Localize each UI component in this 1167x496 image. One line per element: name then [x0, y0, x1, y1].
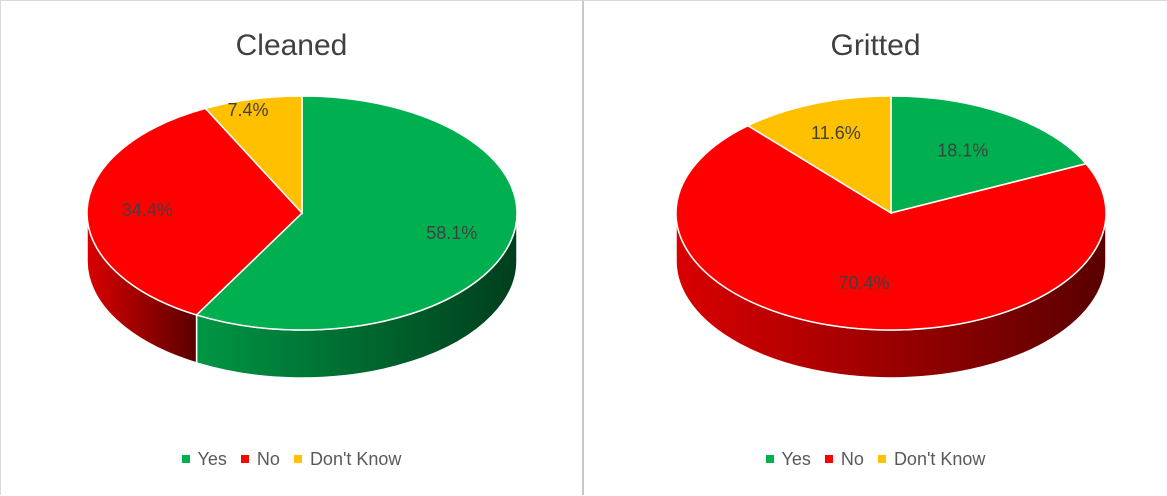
legend-swatch: [181, 455, 190, 463]
legend-swatch: [293, 455, 302, 463]
chart-panel-cleaned: Cleaned 58.1% 34.4% 7.4% Yes No Don't Know: [0, 0, 582, 495]
chart-title: Cleaned: [235, 29, 348, 62]
legend-label: Yes: [781, 448, 811, 469]
legend-label: Don't Know: [893, 448, 986, 469]
legend-label: Yes: [197, 448, 227, 469]
pie-chart-gritted: 18.1% 70.4% 11.6%: [675, 95, 1107, 379]
legend-item-don-t-know: Don't Know: [293, 448, 402, 470]
chart-panel-gritted: Gritted 18.1% 70.4% 11.6% Yes No Don't Know: [582, 0, 1167, 495]
legend-label: Don't Know: [309, 448, 402, 469]
legend-swatch: [877, 455, 886, 463]
legend-item-don-t-know: Don't Know: [877, 448, 986, 470]
legend-item-yes: Yes: [181, 448, 227, 470]
pie-chart-cleaned: 58.1% 34.4% 7.4%: [86, 95, 518, 379]
legend-item-no: No: [824, 448, 864, 470]
legend-swatch: [240, 455, 249, 463]
pie-slice-no: [675, 124, 1107, 331]
chart-legend: Yes No Don't Know: [1, 447, 582, 470]
chart-title: Gritted: [830, 29, 921, 62]
legend-item-yes: Yes: [765, 448, 811, 470]
pie-slice-don-t-know: [204, 95, 303, 215]
pie-slice-no: [86, 107, 304, 316]
data-label-don-t-know: 11.6%: [811, 123, 861, 143]
legend-item-no: No: [240, 448, 280, 470]
data-label-yes: 18.1%: [937, 141, 988, 161]
pie-slice-yes: [890, 95, 1088, 214]
data-label-no: 70.4%: [838, 273, 889, 293]
legend-label: No: [256, 448, 280, 469]
legend-swatch: [765, 455, 774, 463]
data-label-no: 34.4%: [122, 200, 173, 220]
pie-slice-yes: [195, 95, 518, 331]
chart-legend: Yes No Don't Know: [584, 447, 1167, 470]
data-label-yes: 58.1%: [426, 223, 477, 243]
legend-swatch: [824, 455, 833, 463]
legend-label: No: [840, 448, 864, 469]
pie-slice-don-t-know: [746, 95, 892, 215]
data-label-don-t-know: 7.4%: [227, 100, 268, 120]
